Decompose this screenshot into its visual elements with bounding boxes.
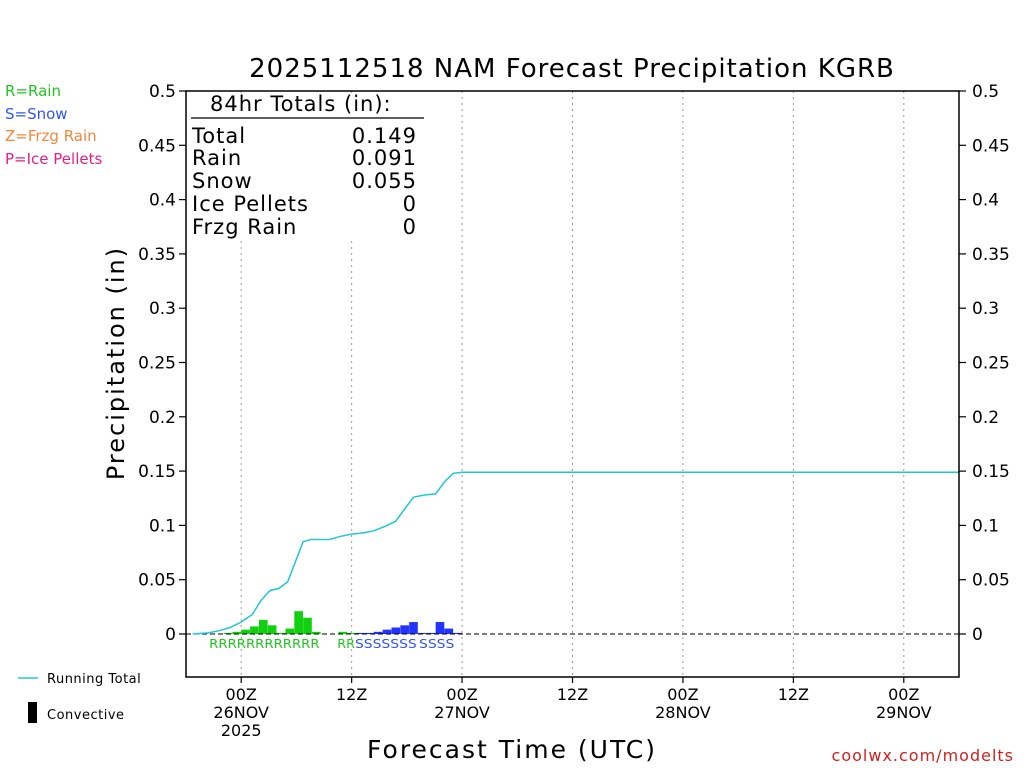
precip-bar-15 xyxy=(373,631,383,634)
y-tick-label-left-0: 0 xyxy=(165,625,176,645)
y-tick-label-right-9: 0.45 xyxy=(972,136,1010,156)
totals-label-ice-pellets: Ice Pellets xyxy=(192,192,309,216)
legend-frzg-rain: Z=Frzg Rain xyxy=(5,127,97,145)
precip-bar-11 xyxy=(338,631,348,634)
precip-type-legend: R=Rain S=Snow Z=Frzg Rain P=Ice Pellets xyxy=(5,82,102,168)
y-axis-left: 0 0.05 0.1 0.15 0.2 0.25 0.3 0.35 0.4 0.45 0.5 xyxy=(138,82,186,645)
precip-bar-7 xyxy=(285,628,295,634)
x-axis-label: Forecast Time (UTC) xyxy=(367,735,657,764)
x-tick-label-1-1: 12Z xyxy=(336,685,367,704)
totals-value-frzg-rain: 0 xyxy=(403,215,417,239)
totals-value-ice-pellets: 0 xyxy=(403,192,417,216)
precip-type-label-2: SSSSSSS xyxy=(355,637,417,651)
legend-rain: R=Rain xyxy=(5,82,61,100)
precip-bar-3 xyxy=(250,626,259,634)
x-tick-label-5-1: 12Z xyxy=(778,685,809,704)
y-tick-label-right-2: 0.1 xyxy=(972,516,999,536)
y-tick-label-left-3: 0.15 xyxy=(138,462,176,482)
precip-bar-17 xyxy=(391,627,401,634)
legend-ice-pellets: P=Ice Pellets xyxy=(5,150,102,168)
y-tick-label-left-8: 0.4 xyxy=(149,191,176,211)
precip-bar-21 xyxy=(426,632,436,634)
precip-bar-6 xyxy=(276,632,286,634)
precip-type-label-3: SSSS xyxy=(419,637,454,651)
y-tick-label-right-10: 0.5 xyxy=(972,82,999,102)
totals-label-total: Total xyxy=(191,124,246,148)
convective-legend-swatch xyxy=(28,702,37,723)
precip-bar-18 xyxy=(400,625,409,634)
y-tick-label-left-5: 0.25 xyxy=(138,354,176,374)
x-tick-label-0-3: 2025 xyxy=(221,721,262,740)
totals-label-frzg-rain: Frzg Rain xyxy=(192,215,297,239)
precip-type-label-1: RR xyxy=(337,637,355,651)
precip-bar-20 xyxy=(417,632,427,634)
y-tick-label-left-2: 0.1 xyxy=(149,516,176,536)
y-tick-label-left-6: 0.3 xyxy=(149,299,176,319)
chart-title: 2025112518 NAM Forecast Precipitation KG… xyxy=(249,54,895,84)
credit-text: coolwx.com/modelts xyxy=(832,746,1014,765)
x-tick-label-4-2: 28NOV xyxy=(655,703,711,722)
x-tick-label-2-1: 00Z xyxy=(446,685,477,704)
precip-bar-19 xyxy=(409,622,418,634)
y-tick-label-left-9: 0.45 xyxy=(138,136,176,156)
precip-bar-0 xyxy=(223,632,233,634)
x-tick-label-6-1: 00Z xyxy=(888,685,919,704)
x-tick-label-3-1: 12Z xyxy=(557,685,588,704)
y-tick-label-right-7: 0.35 xyxy=(972,245,1010,265)
totals-label-snow: Snow xyxy=(192,169,253,193)
x-tick-label-0-1: 00Z xyxy=(226,685,257,704)
y-tick-label-right-3: 0.15 xyxy=(972,462,1010,482)
precip-bar-8 xyxy=(294,611,303,634)
x-tick-label-0-2: 26NOV xyxy=(213,703,269,722)
totals-value-snow: 0.055 xyxy=(352,169,417,193)
precip-bar-9 xyxy=(303,617,312,634)
legend-snow: S=Snow xyxy=(5,105,68,123)
precip-bar-22 xyxy=(435,622,445,634)
y-tick-label-right-8: 0.4 xyxy=(972,191,999,211)
precip-bar-13 xyxy=(356,632,365,634)
precip-type-labels: RRRRRRRRRRRR RR SSSSSSS SSSS xyxy=(209,637,454,651)
totals-value-rain: 0.091 xyxy=(352,146,417,170)
precip-bar-10 xyxy=(311,631,321,634)
totals-value-total: 0.149 xyxy=(352,124,417,148)
x-tick-label-4-1: 00Z xyxy=(667,685,698,704)
precip-bar-14 xyxy=(364,632,374,634)
precip-bar-5 xyxy=(267,625,277,634)
totals-box: 84hr Totals (in): Total 0.149 Rain 0.091… xyxy=(188,92,428,241)
totals-label-rain: Rain xyxy=(192,146,242,170)
precip-bar-16 xyxy=(382,629,392,634)
y-tick-label-left-10: 0.5 xyxy=(149,82,176,102)
bottom-legend: Running Total Convective xyxy=(18,672,141,723)
precip-bar-4 xyxy=(258,619,268,634)
x-tick-label-2-2: 27NOV xyxy=(434,703,490,722)
precip-bars xyxy=(223,611,462,634)
y-tick-label-right-1: 0.05 xyxy=(972,571,1010,591)
y-tick-label-right-5: 0.25 xyxy=(972,354,1010,374)
y-axis-right: 0 0.05 0.1 0.15 0.2 0.25 0.3 0.35 0.4 0.45 0.5 xyxy=(959,82,1010,645)
y-axis-label: Precipitation (in) xyxy=(102,246,130,480)
precip-bar-23 xyxy=(444,628,454,634)
running-total-line xyxy=(192,471,959,635)
precip-bar-12 xyxy=(347,632,356,634)
y-tick-label-left-4: 0.2 xyxy=(149,408,176,428)
precip-type-label-0: RRRRRRRRRRRR xyxy=(209,637,319,651)
y-tick-label-right-0: 0 xyxy=(972,625,983,645)
y-tick-label-left-1: 0.05 xyxy=(138,571,176,591)
totals-header: 84hr Totals (in): xyxy=(210,92,392,116)
y-tick-label-left-7: 0.35 xyxy=(138,245,176,265)
x-tick-label-6-2: 29NOV xyxy=(876,703,932,722)
y-tick-label-right-6: 0.3 xyxy=(972,299,999,319)
y-tick-label-right-4: 0.2 xyxy=(972,408,999,428)
precip-bar-24 xyxy=(453,632,462,634)
running-total-legend-label: Running Total xyxy=(47,672,141,687)
precip-bar-2 xyxy=(241,629,250,634)
precip-bar-1 xyxy=(232,631,242,634)
convective-legend-label: Convective xyxy=(47,708,125,723)
